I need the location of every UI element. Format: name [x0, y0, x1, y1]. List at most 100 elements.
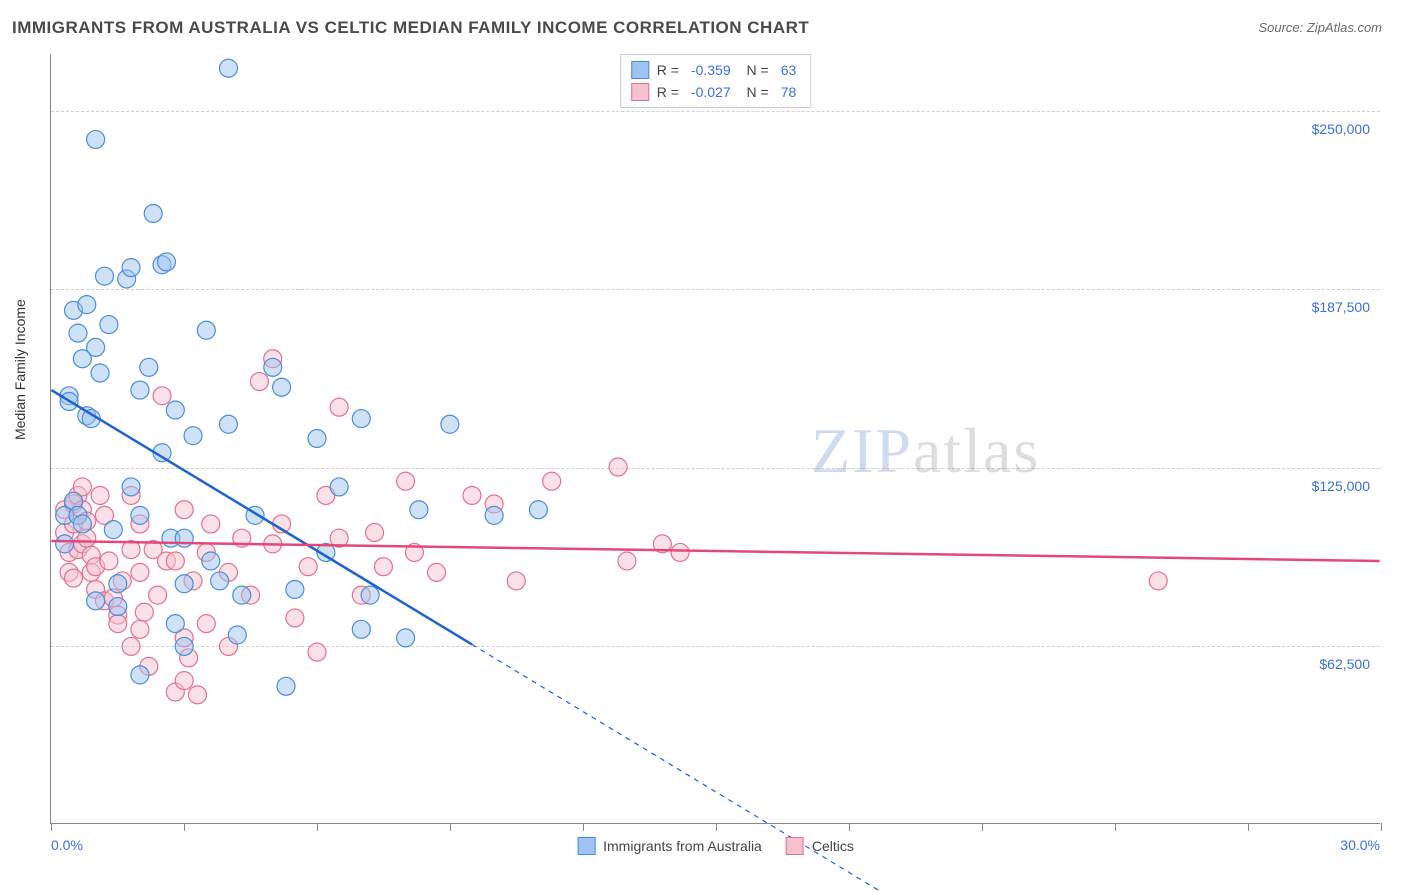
scatter-point — [175, 575, 193, 593]
legend-stats-row-1: R = -0.027 N = 78 — [631, 81, 801, 103]
scatter-point — [286, 609, 304, 627]
y-axis-label: Median Family Income — [12, 299, 28, 440]
legend-series-swatch-0 — [577, 837, 595, 855]
legend-stats-row-0: R = -0.359 N = 63 — [631, 59, 801, 81]
scatter-point — [529, 501, 547, 519]
scatter-point — [175, 637, 193, 655]
scatter-point — [410, 501, 428, 519]
legend-n-value-1: 78 — [781, 84, 797, 100]
scatter-point — [361, 586, 379, 604]
scatter-point — [131, 563, 149, 581]
scatter-point — [197, 615, 215, 633]
legend-series-swatch-1 — [786, 837, 804, 855]
scatter-point — [109, 615, 127, 633]
scatter-point — [157, 253, 175, 271]
legend-series: Immigrants from Australia Celtics — [577, 837, 854, 855]
plot-area: $62,500$125,000$187,500$250,000 ZIPatlas… — [50, 54, 1380, 824]
scatter-point — [104, 521, 122, 539]
scatter-point — [352, 620, 370, 638]
legend-n-label: N = — [743, 84, 769, 100]
scatter-point — [131, 620, 149, 638]
scatter-point — [69, 324, 87, 342]
legend-r-label: R = — [657, 62, 679, 78]
legend-swatch-1 — [631, 83, 649, 101]
scatter-point — [65, 569, 83, 587]
scatter-point — [87, 338, 105, 356]
scatter-point — [78, 296, 96, 314]
scatter-point — [397, 629, 415, 647]
scatter-point — [197, 321, 215, 339]
scatter-point — [507, 572, 525, 590]
scatter-point — [122, 478, 140, 496]
scatter-point — [308, 430, 326, 448]
scatter-point — [87, 592, 105, 610]
legend-r-label: R = — [657, 84, 679, 100]
scatter-point — [175, 501, 193, 519]
scatter-point — [463, 486, 481, 504]
scatter-point — [397, 472, 415, 490]
legend-series-item-1: Celtics — [786, 837, 854, 855]
scatter-point — [228, 626, 246, 644]
regression-line — [51, 541, 1379, 561]
scatter-point — [184, 427, 202, 445]
scatter-point — [366, 524, 384, 542]
scatter-point — [299, 558, 317, 576]
scatter-point — [166, 615, 184, 633]
scatter-point — [233, 586, 251, 604]
scatter-point — [219, 59, 237, 77]
scatter-point — [428, 563, 446, 581]
scatter-point — [175, 529, 193, 547]
scatter-point — [308, 643, 326, 661]
scatter-point — [100, 552, 118, 570]
scatter-point — [250, 373, 268, 391]
scatter-point — [140, 358, 158, 376]
scatter-point — [188, 686, 206, 704]
scatter-point — [618, 552, 636, 570]
scatter-point — [73, 515, 91, 533]
scatter-point — [286, 580, 304, 598]
scatter-point — [202, 515, 220, 533]
source-attribution: Source: ZipAtlas.com — [1258, 20, 1382, 35]
scatter-point — [330, 478, 348, 496]
scatter-point — [135, 603, 153, 621]
scatter-point — [100, 316, 118, 334]
legend-series-item-0: Immigrants from Australia — [577, 837, 762, 855]
legend-n-label: N = — [743, 62, 769, 78]
scatter-point — [219, 415, 237, 433]
scatter-point — [122, 259, 140, 277]
scatter-point — [91, 486, 109, 504]
scatter-point — [277, 677, 295, 695]
scatter-point — [109, 598, 127, 616]
legend-series-label-1: Celtics — [812, 838, 854, 854]
scatter-point — [149, 586, 167, 604]
scatter-point — [56, 535, 74, 553]
scatter-point — [273, 378, 291, 396]
scatter-point — [109, 575, 127, 593]
scatter-point — [441, 415, 459, 433]
scatter-point — [91, 364, 109, 382]
x-axis-max-label: 30.0% — [1340, 837, 1380, 853]
scatter-point — [122, 637, 140, 655]
scatter-point — [330, 398, 348, 416]
scatter-point — [144, 205, 162, 223]
scatter-point — [202, 552, 220, 570]
scatter-point — [175, 672, 193, 690]
x-axis-min-label: 0.0% — [51, 837, 83, 853]
scatter-point — [211, 572, 229, 590]
scatter-point — [166, 401, 184, 419]
scatter-point — [374, 558, 392, 576]
legend-swatch-0 — [631, 61, 649, 79]
scatter-point — [1149, 572, 1167, 590]
scatter-point — [352, 410, 370, 428]
scatter-point — [166, 552, 184, 570]
legend-r-value-0: -0.359 — [691, 62, 731, 78]
scatter-point — [131, 506, 149, 524]
scatter-point — [264, 358, 282, 376]
scatter-point — [96, 267, 114, 285]
scatter-point — [485, 506, 503, 524]
scatter-point — [609, 458, 627, 476]
scatter-point — [131, 381, 149, 399]
chart-container: IMMIGRANTS FROM AUSTRALIA VS CELTIC MEDI… — [0, 0, 1406, 892]
legend-series-label-0: Immigrants from Australia — [603, 838, 762, 854]
scatter-point — [87, 130, 105, 148]
